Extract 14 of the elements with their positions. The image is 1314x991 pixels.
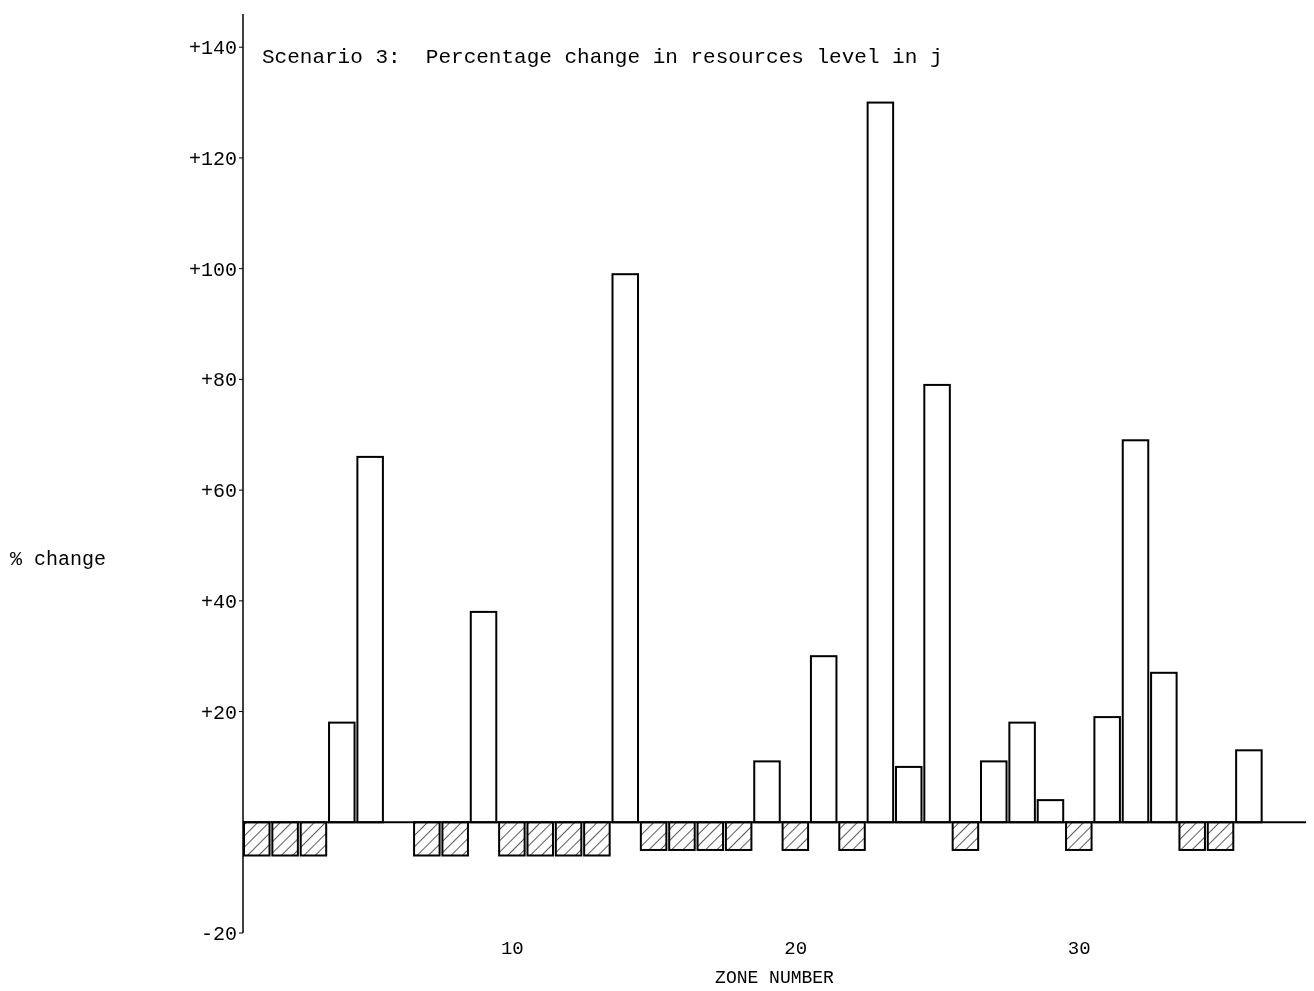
- y-tick-label: +60: [200, 480, 237, 504]
- y-tick-label: +80: [200, 369, 237, 393]
- y-tick-label: +20: [200, 701, 237, 725]
- y-tick-label: +100: [188, 258, 237, 282]
- x-tick-label: 20: [784, 938, 808, 961]
- y-tick-label: +140: [188, 37, 237, 61]
- x-tick-label: 30: [1067, 938, 1091, 961]
- text: Scenario 3: Percentage change in resources level in j: [262, 46, 943, 69]
- x-tick-label: 10: [500, 938, 524, 961]
- y-tick-label: +40: [200, 590, 237, 614]
- y-tick-label: -20: [200, 923, 237, 947]
- y-tick-label: +120: [188, 148, 237, 172]
- y-axis-title: % change: [10, 548, 107, 571]
- x-axis-title: ZONE NUMBER: [715, 968, 835, 988]
